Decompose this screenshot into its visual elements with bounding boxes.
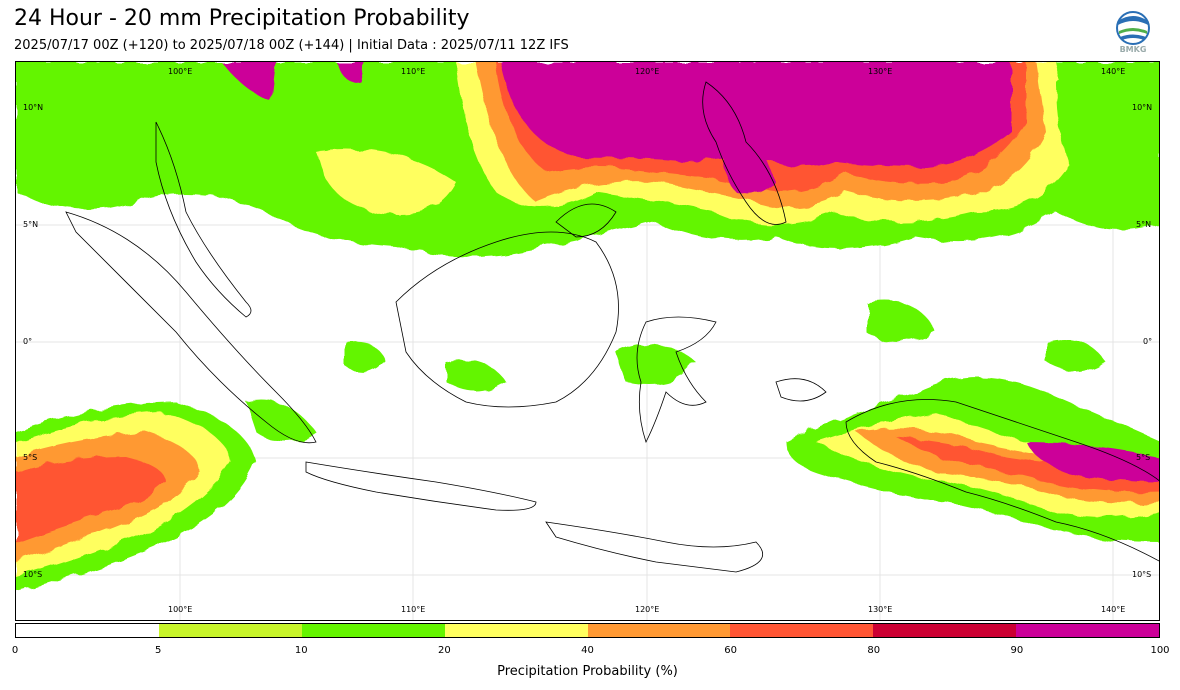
colorbar-tick-label: 0	[11, 645, 19, 656]
lat-label-right: 5°N	[1136, 220, 1152, 229]
lat-label-left: 5°S	[23, 453, 38, 462]
lon-label-bottom: 140°E	[1101, 605, 1126, 614]
lat-label-left: 5°N	[23, 220, 39, 229]
colorbar-tick-label: 20	[438, 645, 451, 656]
lat-label-right: 10°S	[1132, 570, 1152, 579]
bmkg-logo-icon: BMKG	[1115, 11, 1151, 57]
precip-field	[16, 62, 1159, 592]
lon-label-bottom: 130°E	[868, 605, 893, 614]
lon-label-top: 140°E	[1101, 67, 1126, 76]
colorbar-tick-label: 100	[1150, 645, 1170, 656]
lon-label-top: 110°E	[401, 67, 426, 76]
colorbar-segment	[444, 624, 588, 637]
lat-label-left: 10°N	[23, 103, 44, 112]
lon-label-bottom: 100°E	[168, 605, 193, 614]
lon-label-bottom: 120°E	[635, 605, 660, 614]
lon-label-top: 120°E	[635, 67, 660, 76]
colorbar-segment	[158, 624, 302, 637]
colorbar-tick-label: 40	[581, 645, 594, 656]
lat-label-right: 0°	[1143, 337, 1153, 346]
colorbar-segment	[16, 624, 159, 637]
lon-label-bottom: 110°E	[401, 605, 426, 614]
colorbar	[15, 623, 1160, 638]
colorbar-segment	[730, 624, 874, 637]
chart-title: 24 Hour - 20 mm Precipitation Probabilit…	[14, 6, 470, 31]
lon-label-top: 130°E	[868, 67, 893, 76]
lat-label-right: 5°S	[1136, 453, 1151, 462]
lon-label-top: 100°E	[168, 67, 193, 76]
colorbar-segment	[301, 624, 445, 637]
colorbar-tick-label: 90	[1010, 645, 1024, 656]
lat-label-left: 0°	[23, 337, 33, 346]
colorbar-tick-label: 60	[724, 645, 737, 656]
map-canvas	[16, 62, 1159, 620]
precipitation-map: 100°E 110°E 120°E 130°E 140°E 100°E 110°…	[15, 61, 1160, 621]
colorbar-tick-label: 10	[294, 645, 308, 656]
lat-label-left: 10°S	[23, 570, 43, 579]
lat-label-right: 10°N	[1132, 103, 1153, 112]
colorbar-label: Precipitation Probability (%)	[497, 664, 678, 679]
chart-subtitle: 2025/07/17 00Z (+120) to 2025/07/18 00Z …	[14, 38, 569, 53]
coastlines	[65, 81, 1159, 573]
colorbar-segment	[873, 624, 1017, 637]
logo-text: BMKG	[1119, 45, 1147, 54]
colorbar-tick-label: 80	[867, 645, 881, 656]
colorbar-tick-label: 5	[154, 645, 162, 656]
colorbar-segment	[587, 624, 731, 637]
colorbar-segment	[1016, 624, 1159, 637]
